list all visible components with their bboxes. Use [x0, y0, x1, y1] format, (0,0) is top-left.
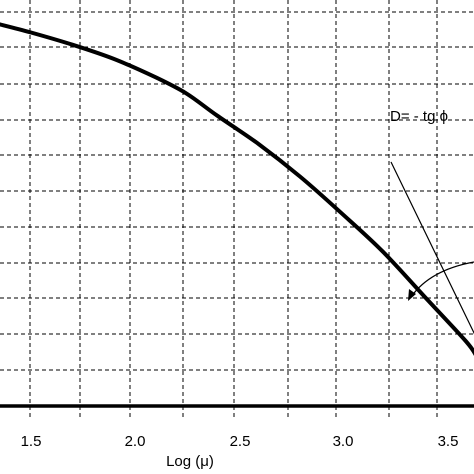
series-curve	[0, 22, 474, 356]
x-tick-label-1: 1.5	[21, 433, 42, 450]
x-tick-label-5: 3.5	[438, 433, 459, 450]
x-tick-labels: 1.5 2.0 2.5 3.0 3.5	[21, 433, 459, 450]
annotation-arrow	[410, 261, 474, 298]
series-tangent-line	[390, 161, 474, 335]
annotation-text: D= - tg ϕ	[390, 108, 448, 125]
x-tick-label-2: 2.0	[125, 433, 146, 450]
x-axis-title: Log (μ)	[166, 453, 214, 470]
x-tick-label-4: 3.0	[333, 433, 354, 450]
annotation-arrowhead	[408, 289, 416, 301]
x-tick-label-3: 2.5	[230, 433, 251, 450]
series-layer	[0, 22, 474, 356]
grid	[0, 0, 474, 418]
